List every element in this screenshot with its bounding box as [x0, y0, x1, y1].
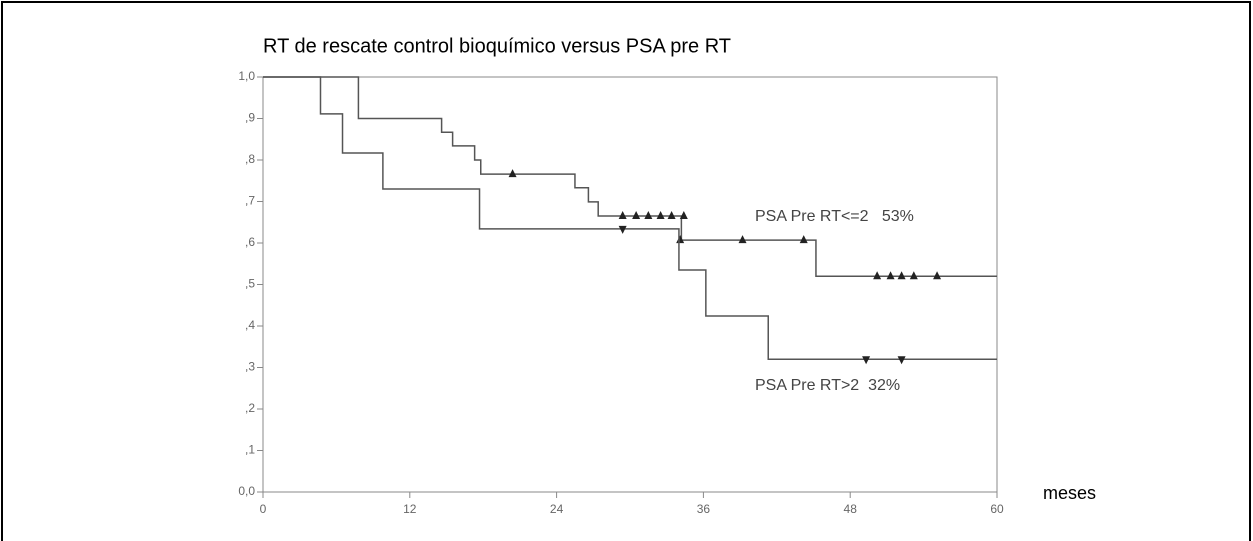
censor-mark	[508, 169, 517, 178]
censor-mark	[618, 225, 627, 234]
survival-line	[263, 76, 997, 360]
censor-mark	[799, 235, 808, 244]
censor-mark	[676, 235, 685, 244]
y-tick-label: ,7	[245, 194, 255, 208]
y-tick-label: ,5	[245, 277, 255, 291]
chart-title: RT de rescate control bioquímico versus …	[263, 35, 731, 57]
series-label: PSA Pre RT>2 32%	[755, 377, 900, 394]
y-tick-label: ,8	[245, 152, 255, 166]
plot-area	[262, 76, 998, 493]
censor-mark	[667, 211, 676, 220]
censor-mark	[897, 271, 906, 280]
y-tick-label: ,3	[245, 360, 255, 374]
censor-mark	[644, 211, 653, 220]
x-tick-label: 36	[697, 502, 711, 516]
censor-mark	[933, 271, 942, 280]
series-label: PSA Pre RT<=2 53%	[755, 208, 914, 225]
x-tick-label: 24	[550, 502, 564, 516]
x-tick-label: 12	[403, 502, 417, 516]
censor-mark	[656, 211, 665, 220]
censor-mark	[618, 211, 627, 220]
censor-mark	[679, 211, 688, 220]
x-tick-label: 0	[260, 502, 267, 516]
y-tick-label: ,2	[245, 401, 255, 415]
y-tick-label: 1,0	[238, 69, 255, 83]
censor-mark	[909, 271, 918, 280]
y-tick-label: ,1	[245, 443, 255, 457]
x-axis-label: meses	[1043, 483, 1096, 503]
censor-mark	[873, 271, 882, 280]
censor-mark	[738, 235, 747, 244]
y-tick-label: ,4	[245, 318, 255, 332]
censor-mark	[897, 356, 906, 365]
censor-mark	[862, 356, 871, 365]
y-tick-label: ,6	[245, 235, 255, 249]
y-tick-label: ,9	[245, 111, 255, 125]
y-tick-label: 0,0	[238, 484, 255, 498]
x-tick-label: 48	[844, 502, 858, 516]
censor-mark	[632, 211, 641, 220]
censor-mark	[886, 271, 895, 280]
x-tick-label: 60	[990, 502, 1004, 516]
survival-line	[263, 76, 997, 277]
